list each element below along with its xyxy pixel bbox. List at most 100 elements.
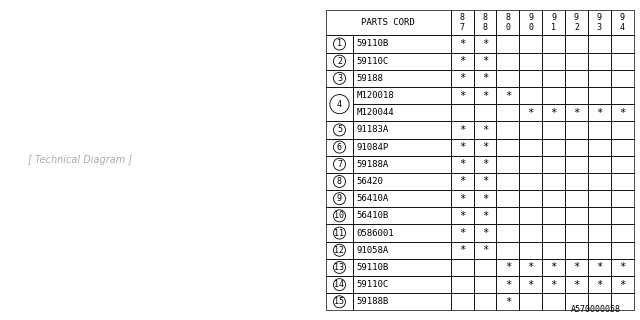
Bar	[519, 259, 542, 276]
Bar	[451, 156, 474, 173]
Bar	[451, 242, 474, 259]
Text: PARTS CORD: PARTS CORD	[362, 18, 415, 27]
Text: *: *	[550, 108, 557, 118]
Bar	[565, 121, 588, 139]
Bar	[497, 139, 519, 156]
Bar	[519, 173, 542, 190]
Text: 4: 4	[337, 100, 342, 108]
Bar	[588, 52, 611, 70]
Bar	[326, 87, 353, 121]
Bar	[451, 52, 474, 70]
Bar	[474, 259, 497, 276]
Bar	[497, 87, 519, 104]
Text: *: *	[619, 280, 625, 290]
Bar	[519, 242, 542, 259]
Bar	[611, 224, 634, 242]
Bar	[326, 259, 353, 276]
Bar	[542, 36, 565, 52]
Bar	[519, 36, 542, 52]
Text: *: *	[482, 56, 488, 66]
Bar	[565, 293, 588, 310]
Bar	[565, 224, 588, 242]
Bar	[353, 190, 451, 207]
Bar	[519, 224, 542, 242]
Text: 2: 2	[337, 57, 342, 66]
Bar	[451, 190, 474, 207]
Text: 9
1: 9 1	[551, 13, 556, 32]
Bar	[565, 173, 588, 190]
Text: *: *	[482, 177, 488, 187]
Text: 10: 10	[335, 212, 344, 220]
Bar	[565, 10, 588, 36]
Text: *: *	[482, 159, 488, 169]
Text: *: *	[505, 280, 511, 290]
Text: *: *	[505, 91, 511, 100]
Bar	[565, 156, 588, 173]
Text: *: *	[596, 280, 602, 290]
Text: 8
8: 8 8	[483, 13, 488, 32]
Text: 3: 3	[337, 74, 342, 83]
Text: 11: 11	[335, 228, 344, 237]
Text: *: *	[550, 280, 557, 290]
Text: 13: 13	[335, 263, 344, 272]
Bar	[611, 207, 634, 224]
Bar	[542, 10, 565, 36]
Text: *: *	[527, 108, 534, 118]
Bar	[474, 224, 497, 242]
Bar	[474, 36, 497, 52]
Text: *: *	[482, 194, 488, 204]
Bar	[565, 276, 588, 293]
Bar	[451, 276, 474, 293]
Text: *: *	[482, 73, 488, 83]
Bar	[519, 190, 542, 207]
Text: *: *	[573, 108, 580, 118]
Bar	[542, 207, 565, 224]
Bar	[565, 259, 588, 276]
Bar	[588, 224, 611, 242]
Bar	[565, 242, 588, 259]
Bar	[474, 156, 497, 173]
Text: *: *	[619, 262, 625, 272]
Text: *: *	[459, 245, 465, 255]
Bar	[519, 52, 542, 70]
Bar	[474, 173, 497, 190]
Bar	[474, 242, 497, 259]
Text: *: *	[459, 177, 465, 187]
Bar	[611, 259, 634, 276]
Text: *: *	[482, 91, 488, 100]
Text: 12: 12	[335, 246, 344, 255]
Bar	[588, 190, 611, 207]
Bar	[588, 10, 611, 36]
Bar	[497, 224, 519, 242]
Bar	[565, 139, 588, 156]
Bar	[611, 156, 634, 173]
Bar	[451, 70, 474, 87]
Bar	[588, 293, 611, 310]
Text: *: *	[527, 280, 534, 290]
Bar	[326, 121, 353, 139]
Bar	[542, 87, 565, 104]
Bar	[474, 70, 497, 87]
Bar	[497, 173, 519, 190]
Text: *: *	[596, 262, 602, 272]
Text: *: *	[482, 125, 488, 135]
Text: *: *	[482, 228, 488, 238]
Bar	[611, 70, 634, 87]
Bar	[497, 70, 519, 87]
Bar	[451, 36, 474, 52]
Text: 7: 7	[337, 160, 342, 169]
Bar	[497, 207, 519, 224]
Bar	[497, 36, 519, 52]
Bar	[542, 224, 565, 242]
Bar	[451, 87, 474, 104]
Bar	[353, 36, 451, 52]
Bar	[565, 36, 588, 52]
Text: *: *	[482, 39, 488, 49]
Bar	[451, 224, 474, 242]
Bar	[326, 276, 353, 293]
Text: *: *	[619, 108, 625, 118]
Bar	[353, 173, 451, 190]
Text: 9
2: 9 2	[574, 13, 579, 32]
Bar	[542, 293, 565, 310]
Bar	[451, 259, 474, 276]
